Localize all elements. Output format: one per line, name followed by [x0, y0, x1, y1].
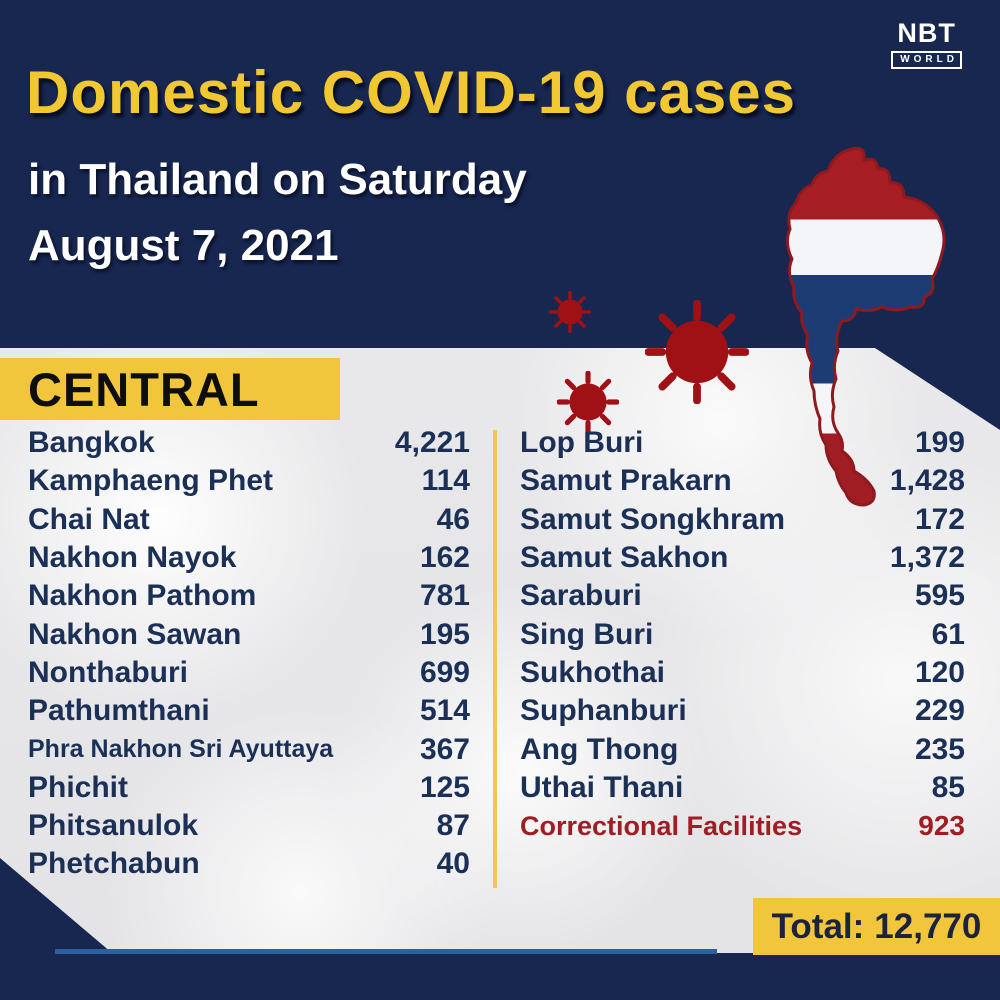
province-column-right: Lop Buri 199 Samut Prakarn 1,428 Samut Songk…: [520, 424, 965, 845]
province-cases: 199: [914, 426, 965, 460]
province-row: Phetchabun 40: [28, 845, 470, 883]
page-title: Domestic COVID-19 cases: [26, 59, 797, 126]
province-row: Nakhon Nayok 162: [28, 539, 470, 577]
nbt-world-logo: NBT WORLD: [891, 20, 962, 69]
province-cases: 87: [436, 809, 470, 843]
province-row: Sing Buri 61: [520, 615, 965, 653]
region-label: CENTRAL: [28, 362, 260, 416]
province-name: Nakhon Sawan: [28, 617, 242, 651]
province-cases: 1,428: [889, 464, 965, 498]
province-row: Kamphaeng Phet 114: [28, 462, 470, 500]
province-cases: 514: [419, 694, 470, 728]
province-row: Samut Songkhram 172: [520, 501, 965, 539]
province-cases: 235: [914, 732, 965, 766]
province-row: Phitsanulok 87: [28, 807, 470, 845]
total-badge: Total: 12,770: [753, 898, 1000, 955]
province-cases: 114: [421, 464, 470, 498]
province-cases: 699: [419, 655, 470, 689]
province-row: Ang Thong 235: [520, 730, 965, 768]
province-column-left: Bangkok 4,221 Kamphaeng Phet 114 Chai Nat 46 N…: [28, 424, 470, 884]
province-name: Correctional Facilities: [520, 810, 803, 841]
province-name: Samut Prakarn: [520, 464, 732, 498]
province-cases: 367: [419, 732, 470, 766]
total-label: Total:: [771, 906, 865, 946]
subtitle-date: August 7, 2021: [28, 221, 339, 270]
province-row: Nakhon Pathom 781: [28, 577, 470, 615]
province-name: Lop Buri: [520, 426, 644, 460]
province-row: Bangkok 4,221: [28, 424, 470, 462]
blue-accent-line: [55, 949, 717, 954]
province-cases: 1,372: [889, 541, 965, 575]
brand-name: NBT: [897, 18, 956, 48]
subtitle-line1: in Thailand on Saturday: [28, 155, 527, 204]
province-name: Saraburi: [520, 579, 642, 613]
brand-tagline: WORLD: [891, 51, 962, 69]
province-name: Samut Songkhram: [520, 502, 786, 536]
province-row: Sukhothai 120: [520, 654, 965, 692]
province-cases: 85: [931, 770, 965, 804]
province-name: Nonthaburi: [28, 655, 188, 689]
province-name: Pathumthani: [28, 694, 210, 728]
column-divider: [493, 430, 497, 888]
province-row: Chai Nat 46: [28, 501, 470, 539]
province-name: Phetchabun: [28, 847, 200, 881]
province-cases: 923: [918, 810, 965, 842]
province-row: Samut Prakarn 1,428: [520, 462, 965, 500]
thailand-flag-map-icon: [785, 146, 946, 507]
province-row: Phichit 125: [28, 769, 470, 807]
province-name: Kamphaeng Phet: [28, 464, 274, 498]
province-row: Suphanburi 229: [520, 692, 965, 730]
province-row: Nakhon Sawan 195: [28, 615, 470, 653]
virus-icon: [557, 371, 619, 433]
province-row: Nonthaburi 699: [28, 654, 470, 692]
province-cases: 125: [419, 770, 470, 804]
province-name: Phra Nakhon Sri Ayuttaya: [28, 735, 334, 764]
province-cases: 195: [419, 617, 470, 651]
province-row: Uthai Thani 85: [520, 769, 965, 807]
province-name: Samut Sakhon: [520, 541, 729, 575]
province-cases: 46: [436, 502, 470, 536]
province-name: Phitsanulok: [28, 809, 199, 843]
province-row: Correctional Facilities 923: [520, 807, 965, 845]
province-cases: 61: [931, 617, 965, 651]
province-cases: 162: [419, 541, 470, 575]
province-cases: 781: [419, 579, 470, 613]
province-name: Chai Nat: [28, 502, 150, 536]
province-name: Ang Thong: [520, 732, 679, 766]
province-cases: 40: [436, 847, 470, 881]
virus-icon: [645, 300, 749, 404]
province-name: Sing Buri: [520, 617, 654, 651]
province-row: Pathumthani 514: [28, 692, 470, 730]
province-name: Suphanburi: [520, 694, 687, 728]
province-row: Samut Sakhon 1,372: [520, 539, 965, 577]
province-row: Lop Buri 199: [520, 424, 965, 462]
total-value: 12,770: [874, 906, 982, 946]
province-name: Nakhon Pathom: [28, 579, 257, 613]
province-name: Uthai Thani: [520, 770, 684, 804]
province-name: Nakhon Nayok: [28, 541, 237, 575]
province-cases: 172: [914, 502, 965, 536]
province-cases: 595: [914, 579, 965, 613]
province-name: Phichit: [28, 770, 129, 804]
province-cases: 229: [914, 694, 965, 728]
province-row: Phra Nakhon Sri Ayuttaya 367: [28, 730, 470, 768]
province-name: Sukhothai: [520, 655, 666, 689]
region-header: CENTRAL: [0, 358, 340, 420]
province-row: Saraburi 595: [520, 577, 965, 615]
province-name: Bangkok: [28, 426, 155, 460]
province-cases: 4,221: [394, 426, 470, 460]
province-cases: 120: [914, 655, 965, 689]
virus-icon: [549, 291, 591, 333]
